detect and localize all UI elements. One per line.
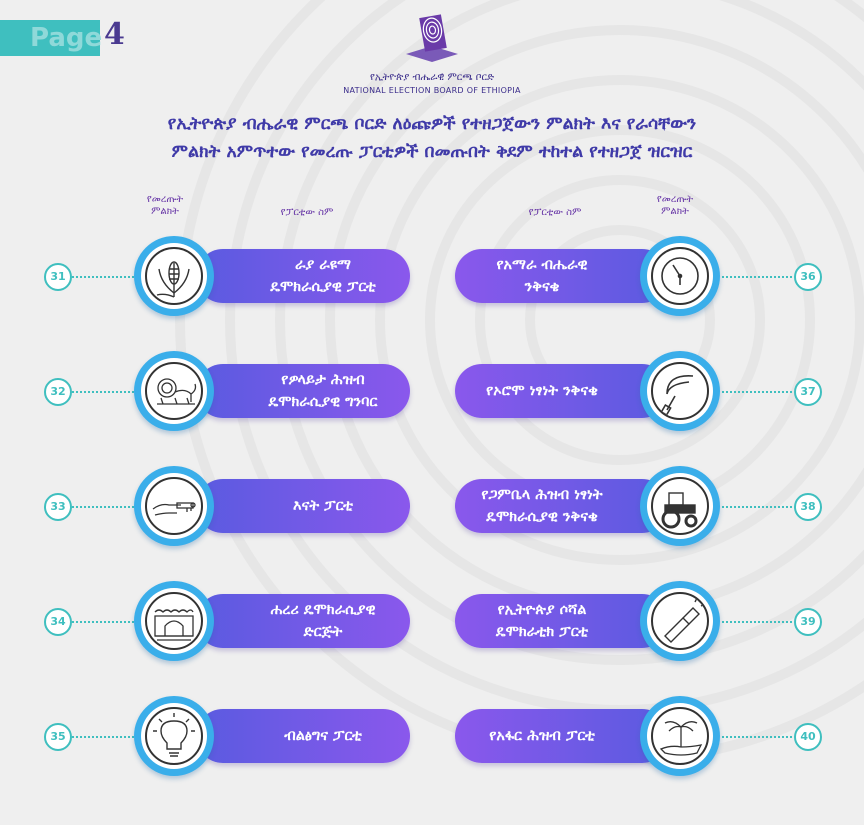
hand-key-icon	[145, 477, 203, 535]
gate-icon	[145, 592, 203, 650]
party-name-line-2: ዴሞክራሲያዊ ንቅናቄ	[486, 509, 598, 525]
party-name-line-2: ዴሞክራቲክ ፓርቲ	[495, 624, 589, 640]
item-number: 38	[794, 493, 822, 521]
page-title-line-2: ምልክት አምጥተው የመረጡ ፓርቲዎች በመጡበት ቅደም ተከተል የተዘ…	[171, 142, 693, 162]
symbol-ring	[134, 581, 214, 661]
item-number: 37	[794, 378, 822, 406]
maize-icon	[145, 247, 203, 305]
party-name-pill: እናት ፓርቲ	[196, 479, 410, 533]
party-name-pill: የኦሮሞ ነፃነት ንቅናቄ	[455, 364, 669, 418]
item-number: 33	[44, 493, 72, 521]
party-name-line-1: የአፋር ሕዝብ ፓርቲ	[489, 728, 595, 744]
symbol-ring	[134, 351, 214, 431]
item-number: 35	[44, 723, 72, 751]
page-label: Page	[0, 20, 102, 56]
item-number: 39	[794, 608, 822, 636]
symbol-ring	[134, 466, 214, 546]
party-name-line-2: ድርጅት	[303, 624, 343, 640]
left-symbol-header: የመረጡት ምልክት	[146, 194, 184, 217]
connector-dots	[722, 276, 792, 278]
connector-dots	[722, 506, 792, 508]
palm-hand-icon	[651, 707, 709, 765]
item-number: 40	[794, 723, 822, 751]
lion-icon	[145, 362, 203, 420]
ballot-fingerprint-icon	[406, 14, 458, 62]
connector-dots	[72, 391, 134, 393]
symbol-ring	[640, 236, 720, 316]
connector-dots	[722, 736, 792, 738]
party-name-line-1: የኦሮሞ ነፃነት ንቅናቄ	[486, 383, 598, 399]
symbol-ring	[640, 351, 720, 431]
party-name-line-1: ሐረሪ ዴሞክራሲያዊ	[270, 602, 376, 618]
symbol-ring	[640, 696, 720, 776]
party-name-line-2: ንቅናቄ	[524, 279, 560, 295]
page-title-line-1: የኢትዮጵያ ብሔራዊ ምርጫ ቦርድ ለዕጩዎች የተዘጋጀውን ምልክት እ…	[167, 114, 697, 134]
party-name-line-1: እናት ፓርቲ	[293, 498, 353, 514]
party-name-pill: ሐረሪ ዴሞክራሲያዊ ድርጅት	[196, 594, 410, 648]
tractor-icon	[651, 477, 709, 535]
sickle-icon	[651, 362, 709, 420]
party-name-pill: የዎላይታ ሕዝብ ዴሞክራሲያዊ ግንባር	[196, 364, 410, 418]
symbol-ring	[640, 581, 720, 661]
right-symbol-header: የመረጡት ምልክት	[656, 194, 694, 217]
connector-dots	[72, 506, 134, 508]
logo-english-text: NATIONAL ELECTION BOARD OF ETHIOPIA	[343, 86, 521, 95]
party-name-pill: የአማራ ብሔራዊ ንቅናቄ	[455, 249, 669, 303]
party-name-line-1: ራያ ራዩማ	[295, 257, 351, 273]
item-number: 32	[44, 378, 72, 406]
item-number: 36	[794, 263, 822, 291]
party-name-pill: የጋምቤላ ሕዝብ ነፃነት ዴሞክራሲያዊ ንቅናቄ	[455, 479, 669, 533]
page-number: 4	[104, 17, 125, 52]
connector-dots	[722, 621, 792, 623]
clock-icon	[651, 247, 709, 305]
connector-dots	[72, 276, 134, 278]
party-name-line-1: የጋምቤላ ሕዝብ ነፃነት	[481, 487, 603, 503]
flashlight-icon	[651, 592, 709, 650]
connector-dots	[72, 736, 134, 738]
light-bulb-icon	[145, 707, 203, 765]
party-name-pill: የኢትዮጵያ ሶሻል ዴሞክራቲክ ፓርቲ	[455, 594, 669, 648]
party-name-line-1: ብልፅግና ፓርቲ	[284, 728, 362, 744]
connector-dots	[72, 621, 134, 623]
left-party-header: የፓርቲው ስም	[280, 207, 334, 218]
right-party-header: የፓርቲው ስም	[528, 207, 582, 218]
symbol-ring	[134, 696, 214, 776]
party-name-pill: የአፋር ሕዝብ ፓርቲ	[455, 709, 669, 763]
party-name-line-2: ዴሞክራሲያዊ ግንባር	[268, 394, 378, 410]
party-name-line-1: የኢትዮጵያ ሶሻል	[497, 602, 587, 618]
party-name-line-2: ዴሞክራሲያዊ ፓርቲ	[270, 279, 376, 295]
party-name-line-1: የአማራ ብሔራዊ	[496, 257, 588, 273]
logo-amharic-text: የኢትዮጵያ ብሔራዊ ምርጫ ቦርድ	[370, 72, 494, 83]
party-name-pill: ራያ ራዩማ ዴሞክራሲያዊ ፓርቲ	[196, 249, 410, 303]
connector-dots	[722, 391, 792, 393]
party-name-line-1: የዎላይታ ሕዝብ	[281, 372, 365, 388]
item-number: 34	[44, 608, 72, 636]
party-name-pill: ብልፅግና ፓርቲ	[196, 709, 410, 763]
symbol-ring	[134, 236, 214, 316]
symbol-ring	[640, 466, 720, 546]
item-number: 31	[44, 263, 72, 291]
